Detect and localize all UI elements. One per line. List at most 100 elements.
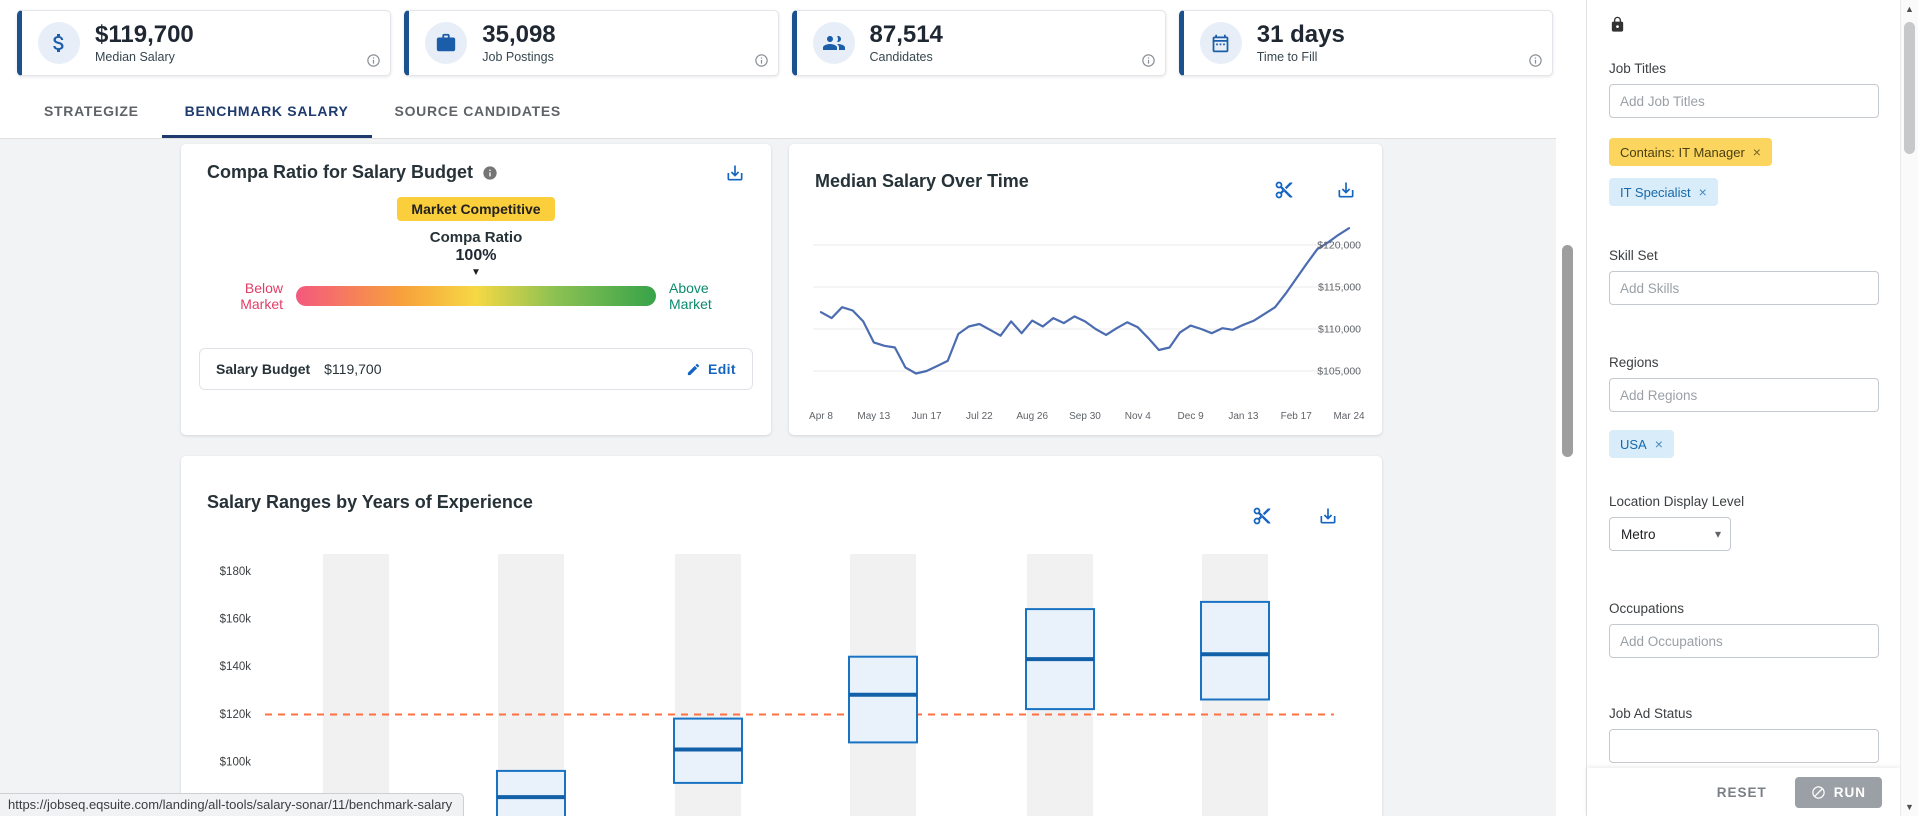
svg-text:$120,000: $120,000 [1317,240,1361,252]
chip-label: Contains: IT Manager [1620,144,1745,160]
salary-ranges-card: Salary Ranges by Years of Experience $80… [181,456,1382,816]
dollar-icon [38,22,80,64]
compa-card-title: Compa Ratio for Salary Budget [207,162,474,182]
chip-label: USA [1620,436,1647,452]
stat-label: Time to Fill [1256,50,1318,65]
compa-ratio-label: Compa Ratio [429,229,523,246]
stat-label: Candidates [869,50,933,65]
svg-text:$110,000: $110,000 [1318,324,1361,336]
content-area: Compa Ratio for Salary Budget Market Com… [0,139,1556,816]
chip-remove-icon[interactable]: × [1654,436,1663,452]
compa-ratio-value: 100% [455,247,497,264]
window-scrollbar-thumb[interactable] [1904,22,1915,154]
skills-input[interactable] [1609,271,1879,305]
svg-text:Sep 30: Sep 30 [1069,411,1101,422]
compa-gradient-bar [296,286,656,307]
chip-label: IT Specialist [1620,184,1691,200]
download-icon[interactable] [725,163,745,183]
median-chart-title: Median Salary Over Time [815,170,1029,191]
snip-icon[interactable] [1260,162,1294,200]
edit-label: Edit [707,361,736,378]
chevron-down-icon: ▾ [1714,527,1721,541]
svg-text:Mar 24: Mar 24 [1333,411,1365,422]
regions-label: Regions [1609,355,1659,370]
run-button[interactable]: RUN [1794,776,1882,808]
occupations-input[interactable] [1609,624,1879,658]
status-url: https://jobseq.eqsuite.com/landing/all-t… [0,793,465,816]
svg-text:$120k: $120k [220,709,252,721]
tab-strategize[interactable]: STRATEGIZE [44,103,139,119]
snip-icon[interactable] [1234,478,1272,526]
svg-text:Jan 13: Jan 13 [1228,411,1258,422]
info-icon[interactable] [1141,53,1156,68]
gauge-pointer-icon: ▼ [471,267,481,278]
filters-sidebar: Job Titles Contains: IT Manager × IT Spe… [1586,0,1900,816]
tab-bar: STRATEGIZE BENCHMARK SALARY SOURCE CANDI… [0,84,1556,139]
stat-value: 31 days [1256,20,1345,48]
info-icon[interactable] [1528,53,1543,68]
salary-budget-box: Salary Budget $119,700 Edit [199,348,753,391]
job-ad-status-label: Job Ad Status [1609,706,1693,721]
svg-text:Jul 22: Jul 22 [966,411,993,422]
market-competitive-badge: Market Competitive [397,197,555,221]
regions-input[interactable] [1609,378,1879,412]
svg-text:Feb 17: Feb 17 [1281,411,1313,422]
info-icon[interactable] [482,165,498,181]
chip-contains-it-manager[interactable]: Contains: IT Manager × [1609,138,1772,166]
skill-set-label: Skill Set [1609,248,1658,263]
svg-text:Nov 4: Nov 4 [1125,411,1152,422]
stats-row: $119,700 Median Salary 35,098 Job Postin… [0,0,1556,84]
chip-it-specialist[interactable]: IT Specialist × [1609,178,1718,206]
edit-budget-button[interactable]: Edit [686,361,736,377]
scroll-up-icon[interactable]: ▲ [1905,4,1914,14]
svg-text:$100k: $100k [220,756,252,768]
scroll-down-icon[interactable]: ▼ [1905,802,1914,812]
tab-benchmark-salary[interactable]: BENCHMARK SALARY [161,84,372,138]
job-ad-status-input[interactable] [1609,729,1879,763]
content-scrollbar-thumb[interactable] [1562,245,1573,457]
stat-label: Job Postings [482,50,554,65]
svg-text:$115,000: $115,000 [1318,282,1361,294]
main-panel: $119,700 Median Salary 35,098 Job Postin… [0,0,1556,816]
salary-budget-label: Salary Budget [216,361,311,378]
location-level-select[interactable]: Metro ▾ [1609,517,1731,551]
info-icon[interactable] [754,53,769,68]
download-icon[interactable] [1300,478,1338,526]
svg-text:Aug 26: Aug 26 [1016,411,1048,422]
job-titles-label: Job Titles [1609,61,1667,76]
svg-text:Jun 17: Jun 17 [912,411,942,422]
below-market-label: Below Market [240,280,283,313]
run-label: RUN [1833,784,1866,800]
svg-text:May 13: May 13 [857,411,890,422]
chip-usa[interactable]: USA × [1609,430,1674,458]
tab-source-candidates[interactable]: SOURCE CANDIDATES [394,103,561,119]
chip-remove-icon[interactable]: × [1698,184,1707,200]
reset-button[interactable]: RESET [1716,784,1767,800]
stat-card-candidates: 87,514 Candidates [791,10,1166,76]
svg-text:$160k: $160k [220,614,252,626]
stat-value: $119,700 [95,20,194,48]
sidebar-action-bar: RESET RUN [1587,768,1900,816]
stat-label: Median Salary [95,50,175,65]
ranges-chart-title: Salary Ranges by Years of Experience [207,491,533,512]
info-icon[interactable] [366,53,381,68]
window-scrollbar[interactable]: ▲ ▼ [1900,0,1918,816]
stat-card-time-to-fill: 31 days Time to Fill [1178,10,1553,76]
median-salary-card: Median Salary Over Time $105,000 $110,000… [789,144,1382,435]
pencil-icon [686,362,701,377]
job-titles-input[interactable] [1609,84,1879,118]
compa-ratio-card: Compa Ratio for Salary Budget Market Com… [181,144,771,435]
salary-budget-value: $119,700 [324,361,382,378]
svg-text:$105,000: $105,000 [1317,366,1361,378]
above-market-label: Above Market [669,280,712,313]
briefcase-icon [425,22,468,64]
stat-value: 35,098 [482,20,556,48]
run-blocked-icon [1811,785,1826,800]
download-icon[interactable] [1322,162,1356,200]
svg-text:$180k: $180k [220,566,252,578]
stat-value: 87,514 [869,20,943,48]
lock-icon[interactable] [1609,16,1878,33]
chip-remove-icon[interactable]: × [1752,144,1761,160]
median-salary-chart: $105,000 $110,000 $115,000 $120,000 Apr 8 May… [809,227,1365,422]
occupations-label: Occupations [1609,601,1685,616]
